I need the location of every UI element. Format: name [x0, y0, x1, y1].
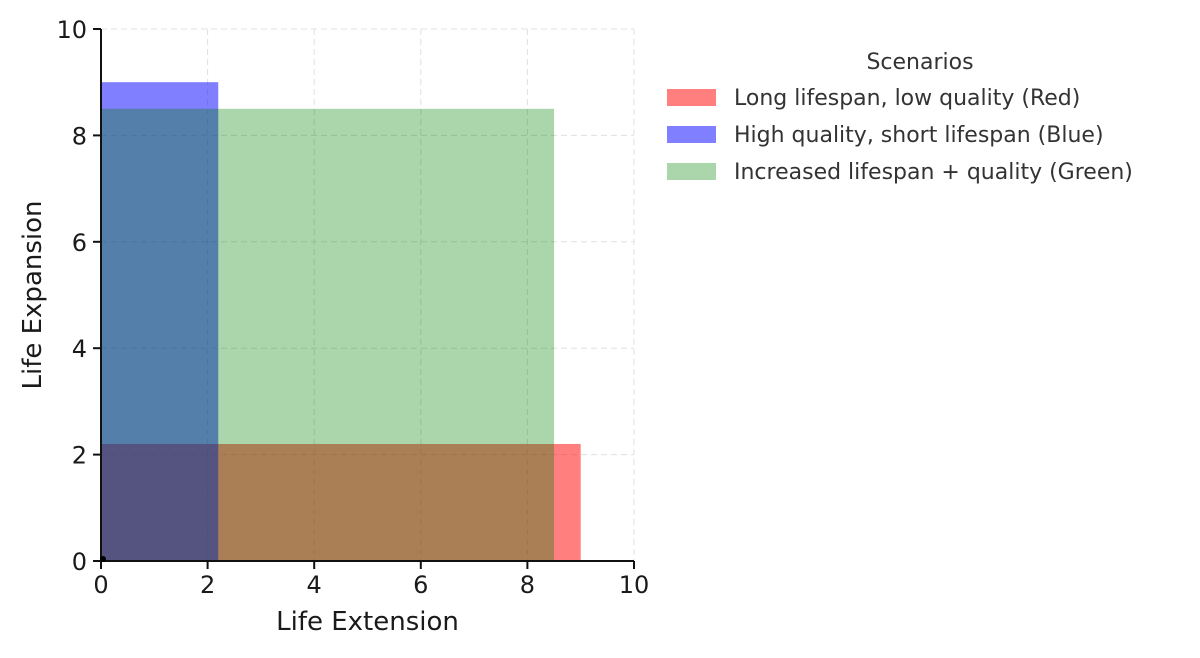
y-axis-label: Life Expansion	[18, 200, 48, 389]
x-tick-label-5: 10	[619, 571, 650, 599]
plot-area	[101, 82, 581, 562]
x-tick-label-0: 0	[93, 571, 108, 599]
legend-title: Scenarios	[866, 50, 973, 75]
y-tick-label-2: 4	[72, 335, 87, 363]
legend-label-1: Long lifespan, low quality (Red)	[734, 86, 1080, 111]
legend-label-3: Increased lifespan + quality (Green)	[734, 160, 1133, 185]
y-tick-label-4: 8	[72, 122, 87, 150]
legend: Scenarios Long lifespan, low quality (Re…	[667, 50, 1133, 185]
x-axis-label: Life Extension	[276, 607, 459, 637]
y-tick-label-3: 6	[72, 229, 87, 257]
bar-series-3	[101, 108, 555, 562]
legend-swatch-1	[667, 89, 716, 106]
x-tick-label-2: 4	[307, 571, 322, 599]
x-tick-label-4: 8	[520, 571, 535, 599]
bar-series-2	[101, 82, 219, 561]
origin-marker	[100, 556, 106, 562]
x-tick-label-1: 2	[200, 571, 215, 599]
legend-items: Long lifespan, low quality (Red) High qua…	[667, 86, 1133, 185]
legend-label-2: High quality, short lifespan (Blue)	[734, 123, 1104, 148]
y-tick-label-1: 2	[72, 442, 87, 470]
ticks: 0 2 4 6 8 10 0 2 4 6 8 10	[56, 16, 649, 599]
y-tick-label-0: 0	[72, 548, 87, 576]
y-tick-label-5: 10	[56, 16, 87, 44]
legend-swatch-2	[667, 126, 716, 143]
axes	[100, 29, 634, 562]
legend-swatch-3	[667, 163, 716, 180]
x-tick-label-3: 6	[413, 571, 428, 599]
